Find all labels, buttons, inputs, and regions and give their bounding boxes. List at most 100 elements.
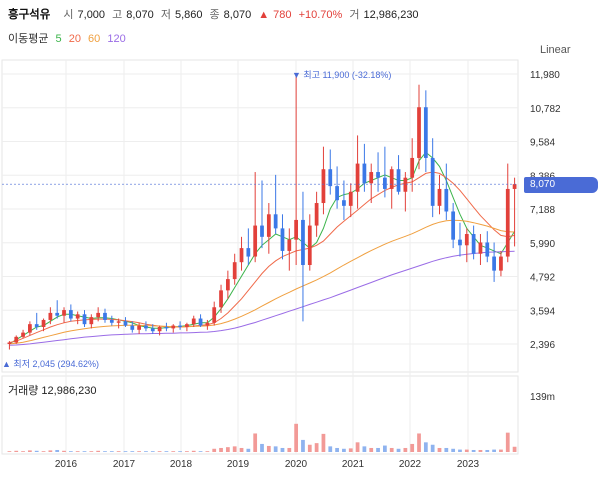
volume-bar <box>444 447 449 452</box>
candle-body <box>123 321 128 326</box>
candle-body <box>328 169 333 187</box>
candle-body <box>389 169 394 189</box>
candle-body <box>464 234 469 246</box>
volume-bar <box>492 449 496 452</box>
close-label: 종 <box>209 9 220 21</box>
volume-bar <box>478 449 483 452</box>
candle-body <box>116 321 121 323</box>
candle-body <box>68 310 73 319</box>
candle-body <box>246 248 251 257</box>
candle-body <box>492 256 496 271</box>
volume-bar <box>191 450 196 452</box>
moving-average-legend: 이동평균 5 20 60 120 <box>8 30 130 46</box>
volume-bar <box>266 445 271 452</box>
y-tick-label: 4,792 <box>530 273 555 284</box>
volume-title: 거래량 12,986,230 <box>8 385 97 397</box>
volume-bar <box>423 442 428 452</box>
volume-bar <box>396 448 401 452</box>
volume-bar <box>273 446 278 452</box>
volume-bar <box>355 442 360 452</box>
volume-bar <box>219 447 223 452</box>
moving-average-ma120 <box>9 250 515 346</box>
candle-body <box>239 248 244 263</box>
candle-body <box>348 191 353 206</box>
y-tick-label: 11,980 <box>530 70 560 81</box>
candle-body <box>396 169 401 192</box>
ma-60[interactable]: 60 <box>88 33 101 45</box>
volume-bar <box>185 451 189 452</box>
change-value: 780 <box>273 9 292 21</box>
candle-body <box>21 332 25 337</box>
candle-body <box>260 225 264 237</box>
change-percent: +10.70% <box>298 9 343 21</box>
candle-body <box>376 172 380 178</box>
volume-bar <box>137 451 141 452</box>
volume-bar <box>512 446 517 452</box>
ma-label: 이동평균 <box>8 33 49 45</box>
candle-body <box>164 326 169 329</box>
candle-body <box>171 325 176 329</box>
candle-body <box>444 188 449 212</box>
ma-5[interactable]: 5 <box>55 33 62 45</box>
low-annotation: ▲ 최저 2,045 (294.62%) <box>2 359 100 369</box>
volume-value: 12,986,230 <box>363 9 419 21</box>
candle-body <box>499 256 503 271</box>
high-label: 고 <box>112 9 123 21</box>
candle-body <box>219 290 223 308</box>
scale-toggle[interactable]: Linear <box>540 44 571 56</box>
volume-bar <box>307 444 312 452</box>
candle-body <box>130 325 135 330</box>
volume-bar <box>130 451 135 452</box>
candle-body <box>451 211 456 240</box>
candle-body <box>150 328 155 332</box>
candle-body <box>335 186 339 201</box>
volume-bar <box>362 446 367 452</box>
volume-bar <box>485 449 490 452</box>
volume-bar <box>198 451 203 452</box>
candle-body <box>342 200 346 206</box>
x-tick-label: 2017 <box>113 459 136 470</box>
low-value: 5,860 <box>174 9 203 21</box>
y-tick-label: 7,188 <box>530 205 555 216</box>
x-tick-label: 2019 <box>227 459 250 470</box>
volume-bar <box>437 447 442 452</box>
volume-bar <box>458 449 462 452</box>
ma-120[interactable]: 120 <box>107 33 126 45</box>
candle-body <box>96 312 101 318</box>
candle-body <box>253 225 258 257</box>
volume-bar <box>62 450 66 452</box>
volume-bar <box>123 451 128 452</box>
ma-20[interactable]: 20 <box>68 33 81 45</box>
candle-body <box>34 324 39 327</box>
volume-bar <box>280 447 285 452</box>
candle-body <box>55 312 60 316</box>
volume-bar <box>150 451 155 452</box>
candle-body <box>307 225 312 266</box>
volume-bar <box>178 451 182 452</box>
volume-bar <box>287 447 292 452</box>
low-label: 저 <box>160 9 171 21</box>
volume-bar <box>451 448 456 452</box>
open-value: 7,000 <box>77 9 106 21</box>
candle-body <box>458 239 462 246</box>
candle-body <box>478 242 483 254</box>
volume-label: 거 <box>349 9 360 21</box>
y-tick-label: 9,584 <box>530 138 555 149</box>
volume-bar <box>417 433 421 452</box>
price-panel-frame <box>1 59 519 373</box>
volume-bar <box>7 451 12 452</box>
candle-body <box>232 262 237 280</box>
volume-bar <box>348 448 353 452</box>
candle-body <box>287 239 292 251</box>
x-tick-label: 2020 <box>285 459 308 470</box>
volume-bar <box>260 443 264 452</box>
candle-body <box>471 234 476 254</box>
high-value: 8,070 <box>126 9 154 21</box>
volume-bar <box>410 443 415 452</box>
volume-bar <box>335 447 339 452</box>
close-value: 8,070 <box>223 9 252 21</box>
candle-body <box>417 107 421 158</box>
candle-body <box>403 177 408 192</box>
